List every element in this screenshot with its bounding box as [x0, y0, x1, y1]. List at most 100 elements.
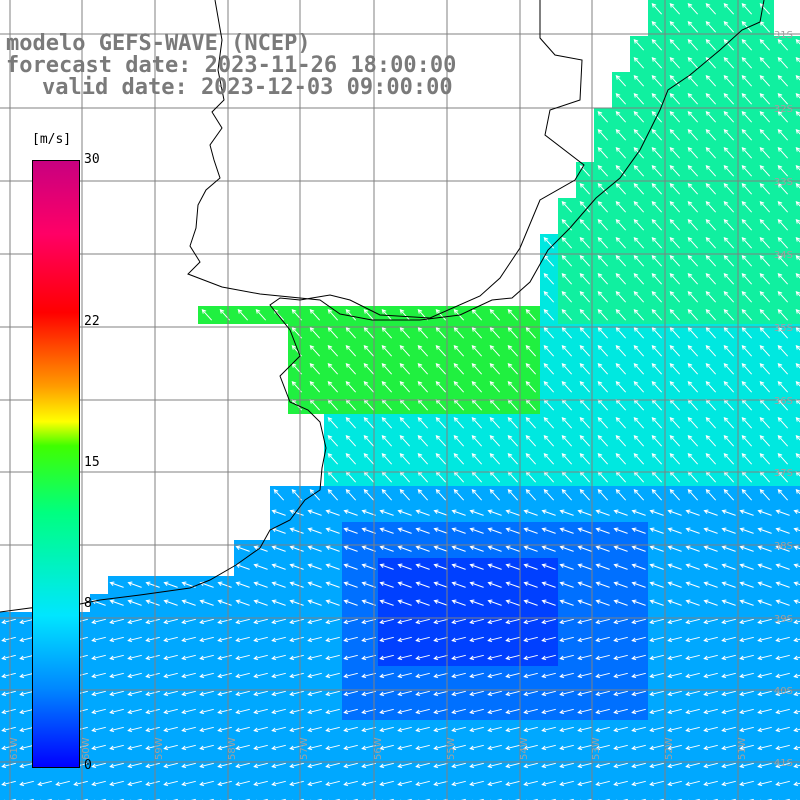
wind-arrow	[559, 636, 574, 643]
wind-arrow	[597, 453, 609, 465]
wind-arrow	[307, 672, 322, 679]
wind-arrow	[597, 255, 609, 267]
wind-arrow	[559, 672, 574, 679]
wind-arrow	[433, 599, 448, 606]
wind-arrow	[595, 545, 610, 552]
wind-arrow	[739, 599, 754, 606]
wind-arrow	[271, 618, 286, 625]
wind-arrow	[181, 744, 196, 751]
wind-arrow	[579, 435, 591, 447]
wind-arrow	[451, 690, 466, 697]
wind-arrow	[633, 417, 645, 429]
wind-arrow	[741, 219, 753, 231]
wind-arrow	[399, 381, 411, 393]
wind-arrow	[649, 636, 664, 643]
wind-arrow	[597, 165, 609, 177]
wind-arrow	[415, 780, 430, 787]
wind-arrow	[433, 545, 448, 552]
wind-arrow	[775, 690, 790, 697]
wind-arrow	[525, 417, 537, 429]
wind-arrow	[759, 219, 771, 231]
wind-arrow	[631, 690, 646, 697]
wind-arrow	[669, 57, 681, 69]
wind-arrow	[379, 672, 394, 679]
wind-arrow	[795, 417, 800, 423]
wind-arrow	[777, 381, 789, 393]
wind-cell	[90, 792, 108, 800]
wind-arrow	[649, 726, 664, 733]
wind-arrow	[325, 654, 340, 661]
wind-arrow	[523, 762, 538, 769]
colorbar-unit: [m/s]	[32, 132, 72, 147]
wind-arrow	[417, 489, 429, 501]
wind-cell	[792, 144, 800, 162]
wind-arrow	[271, 563, 286, 570]
wind-cell	[792, 306, 800, 324]
wind-arrow	[633, 273, 645, 285]
wind-arrow	[1, 672, 16, 679]
wind-arrow	[777, 435, 789, 447]
wind-arrow	[1, 744, 16, 751]
wind-arrow	[667, 581, 682, 588]
wind-arrow	[759, 111, 771, 123]
wind-arrow	[759, 327, 771, 339]
wind-arrow	[615, 201, 627, 213]
wind-cell	[396, 792, 414, 800]
wind-arrow	[613, 654, 628, 661]
wind-arrow	[741, 453, 753, 465]
wind-arrow	[613, 726, 628, 733]
wind-arrow	[471, 435, 483, 447]
wind-arrow	[739, 726, 754, 733]
wind-arrow	[795, 129, 800, 135]
wind-arrow	[343, 509, 358, 516]
wind-arrow	[651, 327, 663, 339]
wind-arrow	[687, 3, 699, 15]
wind-cell	[702, 792, 720, 800]
wind-arrow	[795, 345, 800, 351]
wind-cell	[414, 792, 432, 800]
wind-arrow	[487, 762, 502, 769]
wind-arrow	[397, 726, 412, 733]
wind-arrow	[307, 581, 322, 588]
wind-arrow	[649, 690, 664, 697]
wind-arrow	[543, 453, 555, 465]
wind-arrow	[543, 327, 555, 339]
wind-arrow	[651, 345, 663, 357]
wind-arrow	[37, 780, 52, 787]
wind-arrow	[723, 381, 735, 393]
wind-arrow	[757, 654, 772, 661]
wind-arrow	[523, 726, 538, 733]
wind-arrow	[775, 780, 790, 787]
wind-arrow	[307, 744, 322, 751]
wind-arrow	[325, 527, 340, 534]
wind-arrow	[505, 708, 520, 715]
wind-arrow	[541, 672, 556, 679]
wind-arrow	[739, 509, 754, 516]
wind-arrow	[721, 509, 736, 516]
wind-arrow	[271, 744, 286, 751]
wind-arrow	[615, 129, 627, 141]
wind-arrow	[217, 762, 232, 769]
wind-arrow	[127, 726, 142, 733]
wind-arrow	[615, 453, 627, 465]
wind-arrow	[723, 345, 735, 357]
wind-arrow	[667, 780, 682, 787]
wind-arrow	[757, 690, 772, 697]
wind-arrow	[507, 489, 519, 501]
wind-arrow	[505, 654, 520, 661]
wind-cell	[792, 180, 800, 198]
wind-arrow	[415, 726, 430, 733]
wind-arrow	[415, 744, 430, 751]
wind-arrow	[489, 363, 501, 375]
wind-arrow	[633, 489, 645, 501]
wind-arrow	[325, 599, 340, 606]
wind-arrow	[685, 545, 700, 552]
wind-arrow	[307, 726, 322, 733]
wind-arrow	[217, 599, 232, 606]
wind-arrow	[435, 435, 447, 447]
wind-arrow	[687, 129, 699, 141]
wind-arrow	[559, 708, 574, 715]
wind-arrow	[145, 744, 160, 751]
wind-arrow	[651, 147, 663, 159]
wind-arrow	[669, 147, 681, 159]
